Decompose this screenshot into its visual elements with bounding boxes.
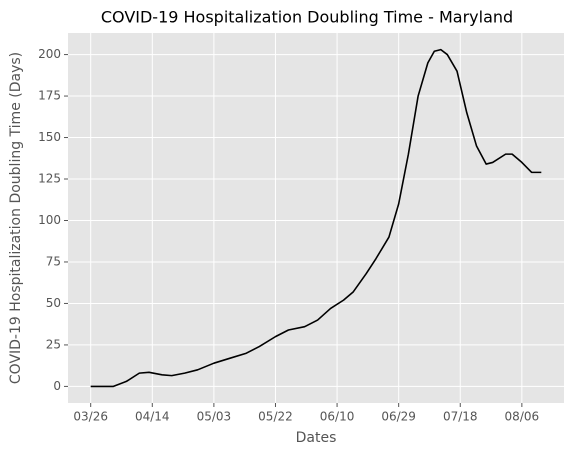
y-tick-label: 0 [53,379,61,393]
y-tick-label: 25 [46,337,61,351]
x-tick-label: 05/22 [258,410,293,424]
y-tick-label: 100 [38,213,61,227]
x-tick-label: 07/18 [443,410,478,424]
y-tick-label: 200 [38,47,61,61]
plot-area [68,33,564,403]
y-tick-label: 125 [38,172,61,186]
x-axis-label: Dates [296,430,337,446]
x-tick-label: 08/06 [505,410,540,424]
line [90,48,542,388]
y-tick-label: 50 [46,296,61,310]
chart-title: COVID-19 Hospitalization Doubling Time -… [101,8,513,27]
y-axis-label: COVID-19 Hospitalization Doubling Time (… [8,52,24,384]
x-tick-label: 06/29 [381,410,416,424]
y-tick-label: 150 [38,130,61,144]
x-tick-label: 03/26 [73,410,108,424]
x-tick-label: 05/03 [197,410,232,424]
y-tick-label: 75 [46,254,61,268]
x-tick-label: 06/10 [320,410,355,424]
y-tick-label: 175 [38,89,61,103]
x-tick-label: 04/14 [135,410,170,424]
